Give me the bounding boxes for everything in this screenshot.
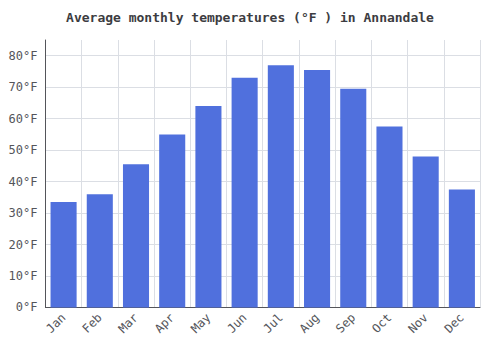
- svg-text:Average monthly temperatures (: Average monthly temperatures (°F ) in An…: [66, 10, 434, 25]
- svg-text:30°F: 30°F: [9, 206, 38, 220]
- svg-text:Feb: Feb: [80, 311, 105, 336]
- svg-text:0°F: 0°F: [16, 300, 38, 314]
- svg-text:20°F: 20°F: [9, 238, 38, 252]
- svg-text:Jan: Jan: [43, 311, 68, 336]
- svg-text:Jun: Jun: [224, 311, 249, 336]
- svg-text:Mar: Mar: [116, 311, 141, 336]
- svg-text:40°F: 40°F: [9, 175, 38, 189]
- svg-text:Nov: Nov: [405, 311, 430, 336]
- svg-text:50°F: 50°F: [9, 143, 38, 157]
- svg-text:Aug: Aug: [297, 311, 322, 336]
- svg-text:Oct: Oct: [369, 311, 394, 336]
- svg-text:Sep: Sep: [333, 311, 358, 336]
- svg-text:Apr: Apr: [152, 311, 177, 336]
- svg-text:May: May: [188, 311, 213, 336]
- svg-text:60°F: 60°F: [9, 112, 38, 126]
- svg-text:10°F: 10°F: [9, 269, 38, 283]
- svg-text:70°F: 70°F: [9, 80, 38, 94]
- svg-text:80°F: 80°F: [9, 49, 38, 63]
- svg-text:Dec: Dec: [442, 311, 467, 336]
- svg-text:Jul: Jul: [261, 311, 286, 336]
